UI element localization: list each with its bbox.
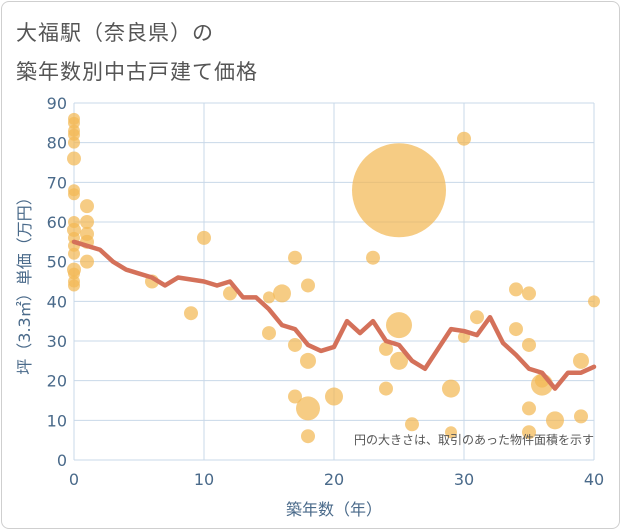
bubble-point-60 <box>588 295 600 308</box>
y-tick-label-2: 20 <box>47 372 67 391</box>
bubble-point-30 <box>288 337 302 352</box>
bubble-point-34 <box>296 396 320 421</box>
average-trend-line <box>71 239 597 391</box>
bubble-point-41 <box>386 312 412 339</box>
bubble-point-37 <box>366 250 380 265</box>
bubble-point-38 <box>379 341 393 356</box>
bubble-point-53 <box>522 401 536 416</box>
trend-line-series <box>71 239 597 391</box>
bubble-point-49 <box>509 282 523 297</box>
chart-title-line2: 築年数別中古戸建て価格 <box>16 60 258 84</box>
x-axis-label: 築年数（年） <box>286 500 382 519</box>
y-axis-ticks: 0 10 20 30 40 50 60 70 80 90 <box>47 94 67 470</box>
y-tick-label-3: 30 <box>47 332 67 351</box>
bubble-point-52 <box>522 337 536 352</box>
bubble-point-35 <box>301 429 315 444</box>
bubble-point-21 <box>80 254 94 269</box>
y-tick-label-8: 80 <box>47 134 67 153</box>
y-tick-label-1: 10 <box>47 411 67 430</box>
bubble-point-48 <box>470 310 484 325</box>
bubble-point-51 <box>522 286 536 301</box>
bubble-point-26 <box>263 291 275 304</box>
bubble-point-27 <box>262 326 276 341</box>
bubble-point-28 <box>273 284 291 303</box>
y-tick-label-7: 70 <box>47 173 67 192</box>
bubble-point-39 <box>379 381 393 396</box>
bubble-point-50 <box>509 322 523 337</box>
y-tick-label-5: 50 <box>47 253 67 272</box>
bubble-point-46 <box>457 131 471 146</box>
bubble-point-58 <box>573 352 589 369</box>
bubble-point-4 <box>68 136 80 149</box>
bubble-point-24 <box>197 230 211 245</box>
x-tick-label-2: 20 <box>324 470 344 489</box>
y-tick-label-4: 40 <box>47 292 67 311</box>
bubble-point-45 <box>445 426 457 439</box>
bubble-point-44 <box>442 379 460 398</box>
bubble-point-25 <box>223 286 237 301</box>
bubble-point-29 <box>288 250 302 265</box>
bubble-point-43 <box>405 417 419 432</box>
x-axis-ticks: 0 10 20 30 40 <box>69 470 604 489</box>
y-axis-label: 坪（3.3㎡）単価（万円） <box>15 189 34 374</box>
bubble-point-42 <box>390 351 408 370</box>
bubble-point-54 <box>522 425 536 440</box>
bubble-point-5 <box>67 151 81 166</box>
bubble-point-31 <box>288 389 302 404</box>
chart-title-line1: 大福駅（奈良県）の <box>16 21 214 45</box>
y-tick-label-0: 0 <box>57 451 67 470</box>
bubble-point-59 <box>574 409 588 424</box>
y-tick-label-6: 60 <box>47 213 67 232</box>
y-tick-label-9: 90 <box>47 94 67 113</box>
bubble-point-7 <box>68 188 80 201</box>
bubble-point-18 <box>80 215 94 229</box>
bubble-point-32 <box>301 278 315 293</box>
bubble-point-33 <box>300 352 316 369</box>
bubble-size-annotation: 円の大きさは、取引のあった物件面積を示す <box>354 432 594 447</box>
bubble-point-36 <box>325 387 343 406</box>
bubble-point-16 <box>68 279 80 292</box>
x-tick-label-0: 0 <box>69 470 79 489</box>
x-tick-label-3: 30 <box>454 470 474 489</box>
bubble-point-12 <box>68 247 80 260</box>
x-tick-label-4: 40 <box>584 470 604 489</box>
bubble-point-57 <box>546 411 564 430</box>
bubble-point-23 <box>184 306 198 321</box>
bubble-point-17 <box>80 199 94 214</box>
x-tick-label-1: 10 <box>194 470 214 489</box>
bubble-point-40 <box>352 143 446 238</box>
